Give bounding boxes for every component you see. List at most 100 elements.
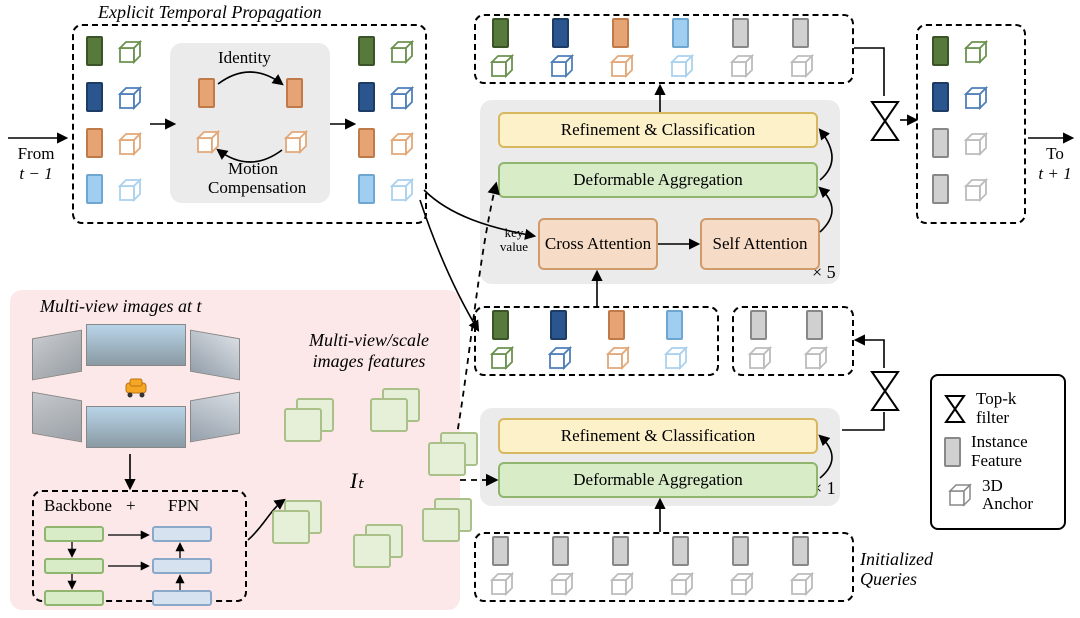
- fpn-stage: [152, 526, 212, 542]
- anchor-cube-blue: [114, 84, 142, 112]
- camera-view: [190, 392, 240, 443]
- anchor-cube-orange: [192, 128, 220, 156]
- module-deform2: Deformable Aggregation: [498, 462, 818, 498]
- anchor-cube-gray: [666, 570, 694, 598]
- instance-feat-blue: [550, 310, 567, 340]
- legend-topk-text: Top-k filter: [976, 390, 1046, 427]
- label-to-t: To t + 1: [1032, 144, 1078, 185]
- instance-feat-lblue: [358, 174, 375, 204]
- instance-feat-gray: [732, 18, 749, 48]
- anchor-cube-lblue: [660, 344, 688, 372]
- anchor-cube-green: [486, 344, 514, 372]
- anchor-cube-gray: [726, 570, 754, 598]
- fpn-stage: [152, 590, 212, 606]
- anchor-cube-gray: [800, 344, 828, 372]
- anchor-cube-lblue: [386, 176, 414, 204]
- label-init-queries: Initialized Queries: [860, 550, 940, 590]
- anchor-cube-blue: [960, 84, 988, 112]
- instance-feat-orange: [198, 78, 215, 108]
- feat-icon: [944, 437, 961, 467]
- module-cross-attn: Cross Attention: [538, 218, 658, 270]
- backbone-stage: [44, 590, 104, 606]
- anchor-cube-gray: [726, 52, 754, 80]
- car-icon: [122, 378, 150, 400]
- instance-feat-gray: [750, 310, 767, 340]
- label-explicit-temporal: Explicit Temporal Propagation: [98, 2, 322, 23]
- camera-view: [32, 330, 82, 381]
- topk-top-icon: [870, 100, 900, 142]
- module-deform1: Deformable Aggregation: [498, 162, 818, 198]
- instance-feat-lblue: [86, 174, 103, 204]
- anchor-cube-gray: [606, 570, 634, 598]
- instance-feat-gray: [792, 536, 809, 566]
- anchor-cube-orange: [114, 130, 142, 158]
- instance-feat-green: [358, 36, 375, 66]
- legend-anchor: 3D Anchor: [944, 477, 1052, 514]
- anchor-cube-orange: [280, 128, 308, 156]
- feature-map: [422, 498, 478, 548]
- anchor-cube-gray: [960, 130, 988, 158]
- instance-feat-green: [492, 310, 509, 340]
- hourglass-icon: [944, 394, 966, 424]
- instance-feat-gray: [612, 536, 629, 566]
- feature-map: [428, 432, 484, 482]
- instance-feat-blue: [86, 82, 103, 112]
- anchor-cube-blue: [546, 52, 574, 80]
- anchor-cube-lblue: [666, 52, 694, 80]
- module-refine2: Refinement & Classification: [498, 418, 818, 454]
- camera-view: [86, 324, 186, 366]
- anchor-cube-gray: [786, 570, 814, 598]
- label-It: Iₜ: [350, 468, 364, 494]
- anchor-cube-green: [486, 52, 514, 80]
- instance-feat-blue: [552, 18, 569, 48]
- instance-feat-lblue: [672, 18, 689, 48]
- camera-view: [32, 392, 82, 443]
- anchor-cube-gray: [786, 52, 814, 80]
- anchor-cube-gray: [744, 344, 772, 372]
- instance-feat-gray: [806, 310, 823, 340]
- feature-map: [370, 388, 426, 438]
- instance-feat-green: [86, 36, 103, 66]
- instance-feat-gray: [792, 18, 809, 48]
- instance-feat-orange: [86, 128, 103, 158]
- instance-feat-gray: [552, 536, 569, 566]
- label-backbone: Backbone: [44, 496, 112, 516]
- anchor-cube-gray: [486, 570, 514, 598]
- instance-feat-gray: [732, 536, 749, 566]
- feature-map: [284, 398, 340, 448]
- from-label: From: [18, 144, 55, 163]
- label-plus: +: [126, 496, 136, 516]
- instance-feat-lblue: [666, 310, 683, 340]
- anchor-cube-orange: [602, 344, 630, 372]
- module-self-attn: Self Attention: [700, 218, 820, 270]
- label-multiview-images: Multi-view images at t: [40, 296, 201, 317]
- anchor-cube-gray: [960, 176, 988, 204]
- fpn-stage: [152, 558, 212, 574]
- instance-feat-orange: [286, 78, 303, 108]
- label-motion-comp: Motion Compensation: [208, 160, 298, 197]
- legend-anchor-text: 3D Anchor: [982, 477, 1052, 514]
- anchor-cube-green: [960, 38, 988, 66]
- backbone-stage: [44, 558, 104, 574]
- from-sub: t − 1: [19, 164, 52, 183]
- legend-box: Top-k filter Instance Feature 3D Anchor: [930, 374, 1066, 530]
- label-fpn: FPN: [168, 496, 199, 516]
- instance-feat-gray: [492, 536, 509, 566]
- instance-feat-gray: [672, 536, 689, 566]
- legend-topk: Top-k filter: [944, 390, 1052, 427]
- legend-instance-text: Instance Feature: [971, 433, 1041, 470]
- anchor-cube-blue: [386, 84, 414, 112]
- instance-feat-blue: [358, 82, 375, 112]
- feature-map: [272, 500, 328, 550]
- camera-view: [190, 330, 240, 381]
- label-key-value: keyvalue: [496, 226, 532, 255]
- instance-feat-orange: [612, 18, 629, 48]
- legend-instance: Instance Feature: [944, 433, 1052, 470]
- instance-feat-green: [492, 18, 509, 48]
- instance-feat-blue: [932, 82, 949, 112]
- anchor-cube-lblue: [114, 176, 142, 204]
- anchor-cube-orange: [606, 52, 634, 80]
- anchor-cube-green: [386, 38, 414, 66]
- module-refine1: Refinement & Classification: [498, 112, 818, 148]
- label-multiview-features: Multi-view/scaleimages features: [284, 330, 454, 371]
